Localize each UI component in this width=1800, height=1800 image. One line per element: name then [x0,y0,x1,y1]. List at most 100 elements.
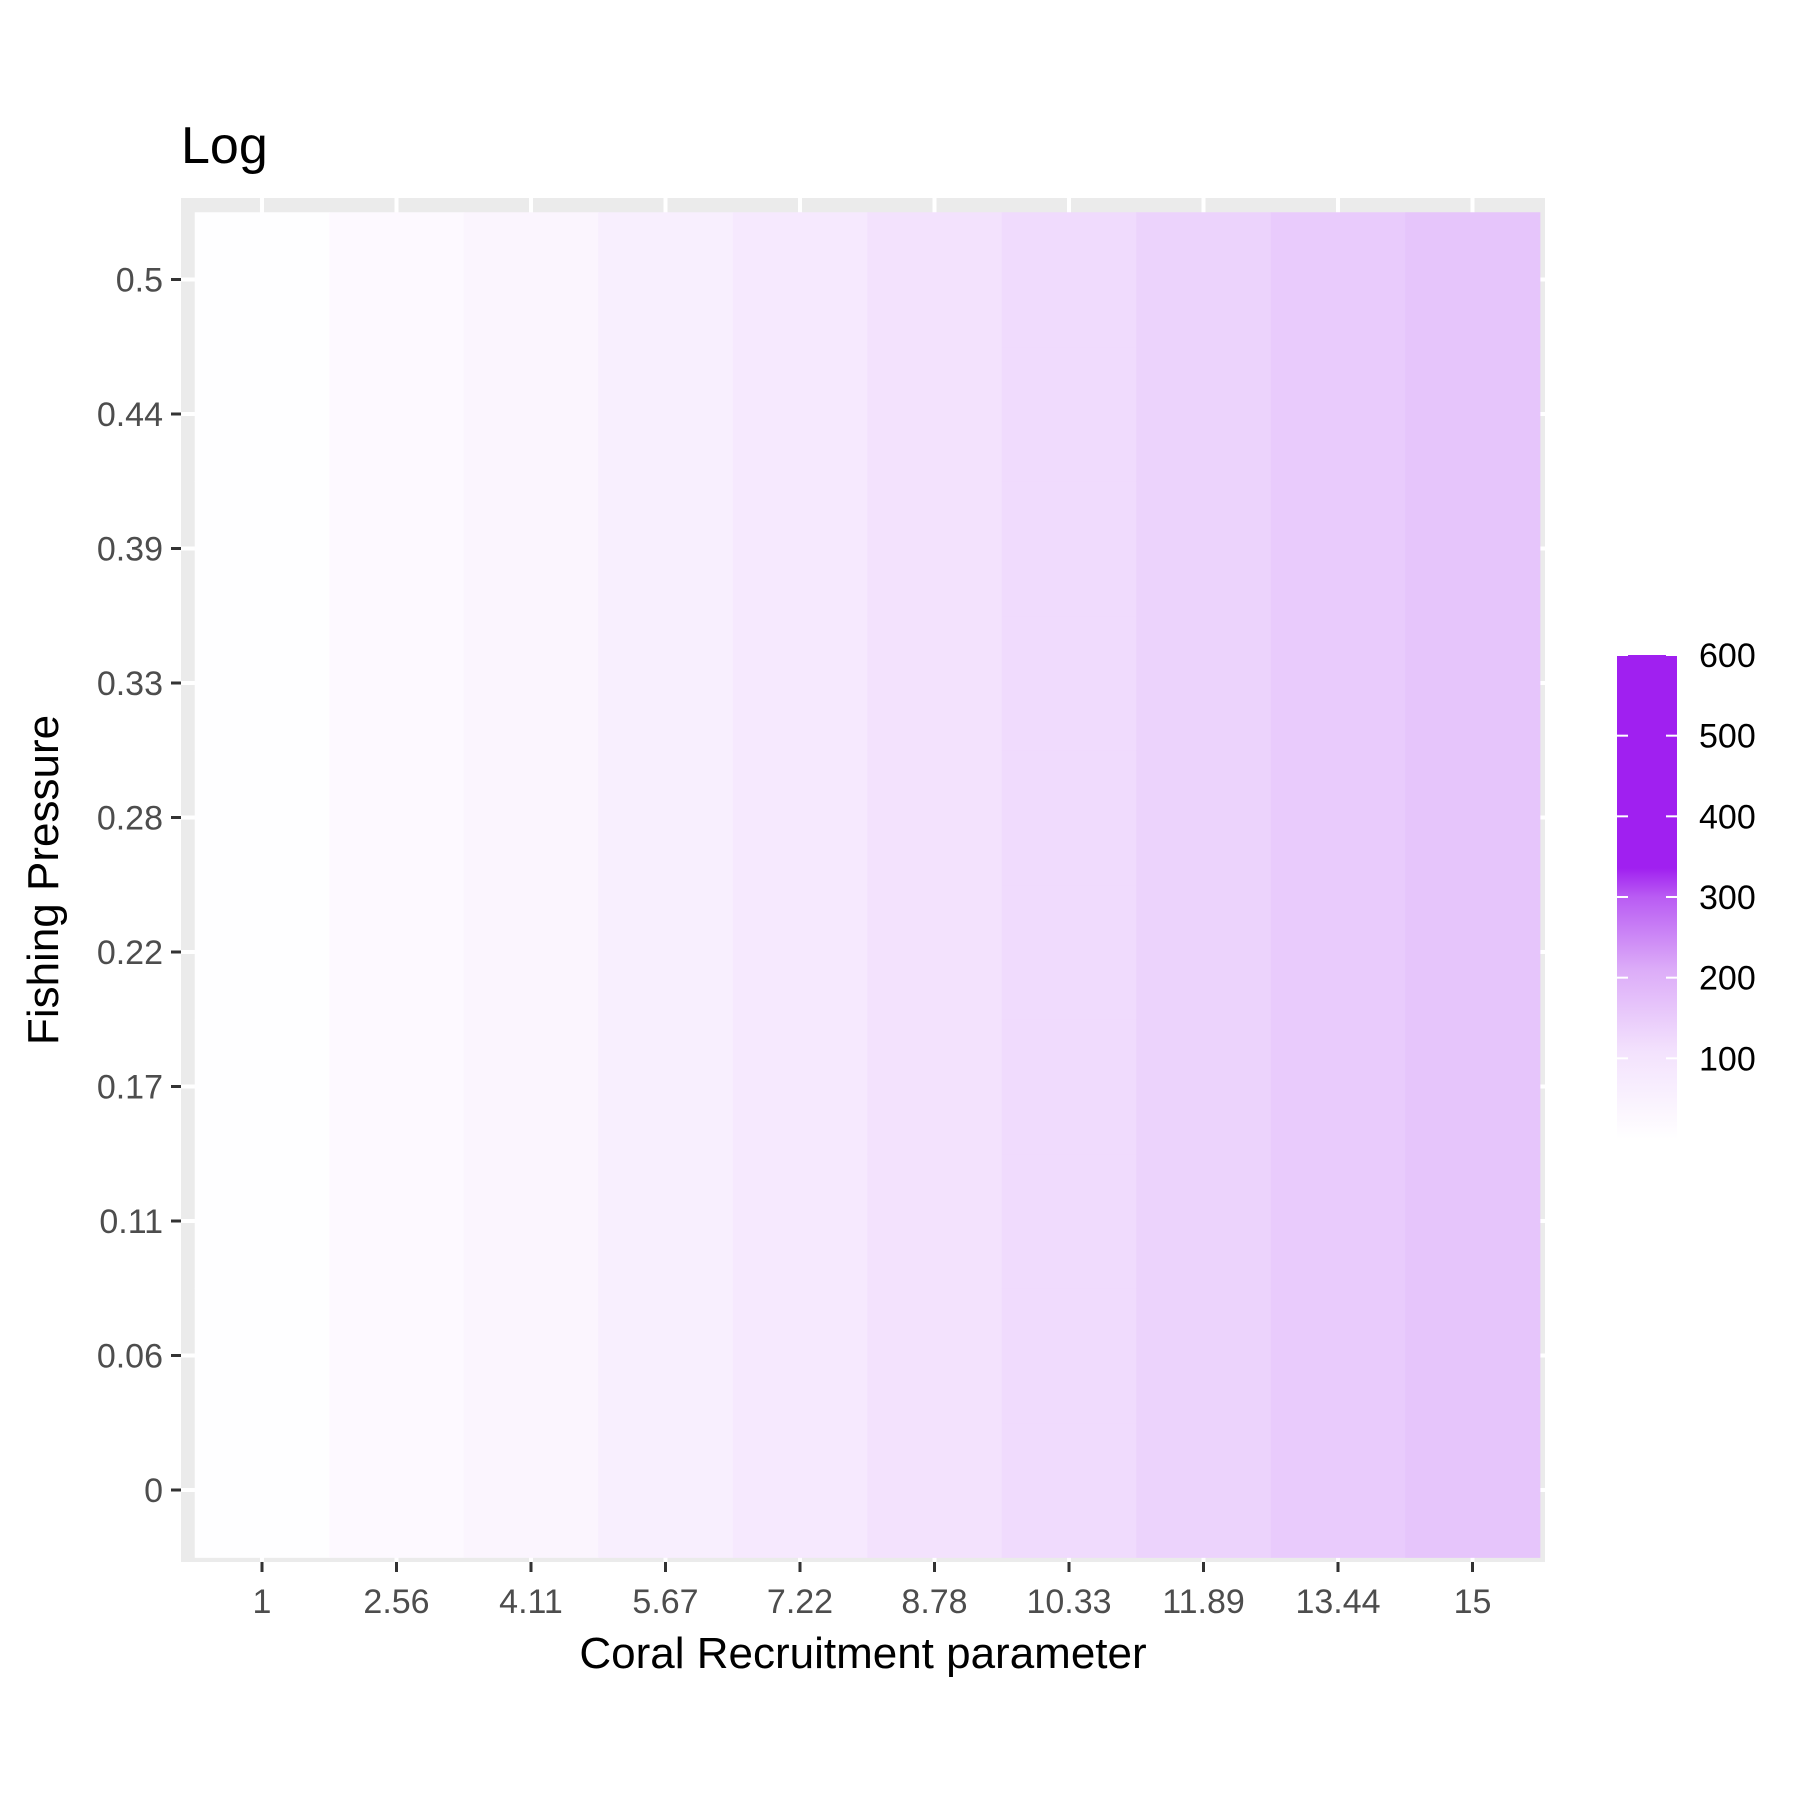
heatmap-cell [463,481,599,617]
heatmap-cell [1270,1288,1406,1424]
heatmap-cell [329,1288,465,1424]
legend-ticks: 100 200 300 400 500 600 [1617,637,1756,1078]
heatmap-cell [194,1288,330,1424]
heatmap-cell [598,481,734,617]
heatmap-cell [598,1153,734,1289]
y-tick-label: 0.39 [97,531,163,569]
heatmap-cell [1405,1019,1541,1155]
legend-tick-label: 500 [1699,718,1756,756]
heatmap-cell [194,212,330,348]
heatmap-cell [867,346,1003,482]
heatmap-cell [732,346,868,482]
x-tick-label: 4.11 [499,1583,563,1621]
heatmap-cell [1405,212,1541,348]
heatmap-cell [867,1019,1003,1155]
heatmap-cell [732,615,868,751]
heatmap-cell [194,615,330,751]
heatmap-cells [194,212,1541,1558]
heatmap-cell [1405,346,1541,482]
heatmap-cell [1405,750,1541,886]
heatmap-cell [329,1153,465,1289]
legend-tick-label: 100 [1699,1040,1756,1078]
heatmap-cell [598,1019,734,1155]
y-tick-label: 0.44 [97,396,163,434]
heatmap-cell [732,884,868,1020]
heatmap-cell [1001,750,1137,886]
heatmap-cell [329,615,465,751]
heatmap-cell [1001,1422,1137,1558]
heatmap-cell [598,1422,734,1558]
heatmap-cell [329,1422,465,1558]
heatmap-cell [329,346,465,482]
heatmap-cell [463,1153,599,1289]
x-tick-label: 10.33 [1026,1583,1111,1621]
heatmap-cell [463,1019,599,1155]
heatmap-cell [463,1422,599,1558]
heatmap-cell [329,750,465,886]
heatmap-cell [1136,481,1272,617]
heatmap-cell [1136,346,1272,482]
y-axis-title: Fishing Pressure [19,715,68,1045]
y-tick-label: 0 [144,1472,163,1510]
heatmap-cell [1001,346,1137,482]
x-tick-label: 13.44 [1295,1583,1380,1621]
heatmap-cell [1001,1153,1137,1289]
heatmap-cell [1270,1019,1406,1155]
heatmap-cell [194,346,330,482]
heatmap-cell [1136,1288,1272,1424]
heatmap-cell [329,884,465,1020]
heatmap-cell [598,750,734,886]
heatmap-cell [867,1153,1003,1289]
heatmap-cell [732,481,868,617]
x-tick-label: 5.67 [632,1583,698,1621]
heatmap-cell [1405,1422,1541,1558]
y-tick-label: 0.33 [97,665,163,703]
heatmap-cell [732,1019,868,1155]
heatmap-cell [1136,884,1272,1020]
heatmap-cell [1136,750,1272,886]
x-axis: 1 2.56 4.11 5.67 7.22 8.78 10.33 11.89 13.44 15 [253,1562,1491,1621]
y-tick-label: 0.28 [97,800,163,838]
heatmap-cell [732,750,868,886]
legend-tick-label: 600 [1699,637,1756,675]
heatmap-cell [1270,481,1406,617]
y-tick-label: 0.06 [97,1338,163,1376]
x-axis-title: Coral Recruitment parameter [579,1629,1146,1678]
heatmap-cell [1001,615,1137,751]
heatmap-cell [463,884,599,1020]
x-tick-label: 1 [253,1583,272,1621]
heatmap-cell [732,1153,868,1289]
heatmap-cell [463,346,599,482]
heatmap-cell [463,212,599,348]
heatmap-cell [598,615,734,751]
heatmap-cell [1001,212,1137,348]
heatmap-cell [1270,884,1406,1020]
heatmap-cell [194,1019,330,1155]
heatmap-cell [1405,615,1541,751]
heatmap-cell [1405,884,1541,1020]
heatmap-cell [329,481,465,617]
heatmap-cell [1136,1019,1272,1155]
heatmap-cell [1270,615,1406,751]
heatmap-cell [1270,1153,1406,1289]
heatmap-cell [194,1153,330,1289]
legend-tick-label: 200 [1699,960,1756,998]
heatmap-cell [1001,884,1137,1020]
heatmap-cell [598,884,734,1020]
heatmap-cell [194,884,330,1020]
heatmap-cell [732,1288,868,1424]
heatmap-cell [1270,750,1406,886]
y-tick-label: 0.17 [97,1069,163,1107]
x-tick-label: 11.89 [1162,1583,1245,1621]
heatmap-cell [867,1422,1003,1558]
heatmap-cell [1405,1288,1541,1424]
heatmap-cell [867,212,1003,348]
heatmap-cell [1001,481,1137,617]
heatmap-cell [732,212,868,348]
heatmap-cell [1136,1153,1272,1289]
y-axis: 0 0.06 0.11 0.17 0.22 0.28 0.33 0.39 0.44 0.5 [97,262,181,1510]
heatmap-cell [1270,212,1406,348]
heatmap-cell [867,1288,1003,1424]
heatmap-cell [1405,481,1541,617]
